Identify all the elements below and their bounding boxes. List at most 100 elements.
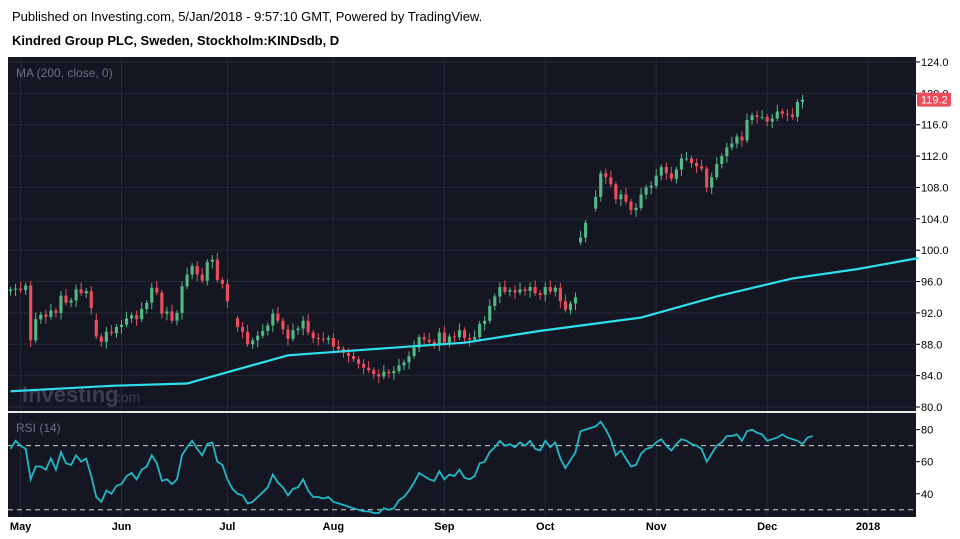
price-tick-label: 108.0 [921,182,949,194]
candle-down [563,294,567,313]
candle-body [543,287,547,295]
candle-body [241,327,245,332]
candle-down [155,281,159,296]
candle-body [689,158,694,164]
candle-up [725,142,729,163]
candle-body [715,163,719,178]
candle-down [54,307,58,318]
candle-body [427,339,431,342]
candle-up [130,312,134,324]
candle-down [135,310,139,326]
candle-body [251,340,255,345]
candle-body [452,336,456,338]
candle-down [79,282,83,297]
candle-up [715,157,719,181]
candle-up [644,184,648,200]
candle-up [210,254,214,269]
candle-down [311,329,315,343]
candle-body [483,320,487,324]
candle-body [281,320,285,330]
candle-body [160,292,164,314]
candle-up [291,323,295,342]
candle-body [478,323,482,338]
candle-up [24,282,28,295]
candle-body [604,173,608,178]
candle-up [402,359,406,371]
candle-up [59,290,63,320]
published-line: Published on Investing.com, 5/Jan/2018 -… [12,9,483,24]
candle-body [468,338,472,340]
ma-line [10,256,919,393]
candle-body [316,338,320,339]
candle-up [251,337,255,349]
candle-up [8,286,13,296]
candle-body [462,330,467,338]
candle-body [114,327,119,334]
candle-body [256,335,260,341]
candle-up [140,302,144,322]
candle-up [296,325,300,335]
candle-down [235,315,240,332]
candle-body [775,111,779,119]
chart-title: Kindred Group PLC, Sweden, Stockholm:KIN… [12,33,340,48]
candle-body [669,173,673,179]
candle-body [755,115,759,117]
candle-up [508,287,512,297]
candle-up [104,327,108,349]
candle-body [785,113,789,115]
candle-down [220,277,224,289]
candle-down [241,322,245,339]
candle-down [281,318,285,335]
candle-body [397,365,401,371]
candle-up [553,285,557,297]
candle-up [795,99,800,122]
candle-down [785,109,789,122]
candle-up [205,259,209,286]
candle-up [49,303,53,320]
candle-body [578,237,583,243]
candle-body [104,331,108,342]
candle-body [271,313,275,326]
candle-up [573,292,578,311]
price-tick-label: 116.0 [921,120,948,132]
candle-up [578,230,583,246]
candle-down [604,168,608,184]
candle-body [165,311,169,314]
candle-body [654,175,658,186]
candle-body [629,201,633,211]
candle-down [533,280,537,297]
candle-down [29,280,33,348]
candle-body [392,370,396,374]
candle-body [296,328,300,331]
candle-down [170,304,174,324]
candle-down [452,331,456,344]
candle-body [69,300,73,303]
candle-body [674,169,678,179]
candle-down [362,359,366,375]
candle-down [442,325,446,346]
candle-up [730,136,734,151]
candle-up [720,153,724,169]
candle-up [684,151,689,162]
candle-body [331,338,335,347]
candle-body [649,185,653,188]
candle-down [780,108,784,119]
candle-up [639,187,643,211]
candle-body [639,194,643,208]
candle-up [74,284,78,308]
candle-body [679,158,683,170]
rsi-indicator-label: RSI (14) [16,421,61,435]
candle-body [518,289,522,293]
candle-up [543,282,547,302]
candle-body [291,330,295,339]
time-tick-label: May [10,521,32,533]
candle-body [760,116,764,118]
last-price-badge: 119.2 [917,92,951,107]
candle-up [412,340,416,359]
rsi-bands [8,445,916,511]
time-tick-label: Sep [434,521,454,533]
candle-down [755,110,759,124]
candle-down [614,181,618,204]
candle-up [437,327,441,351]
candle-body [568,303,573,310]
